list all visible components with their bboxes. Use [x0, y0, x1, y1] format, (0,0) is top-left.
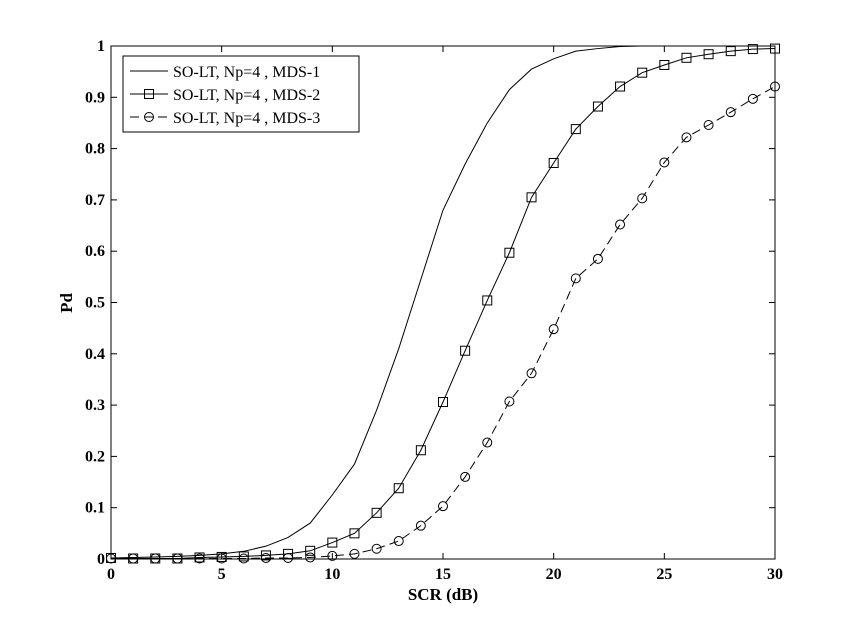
data-point-square: [482, 295, 493, 306]
data-point-square: [371, 507, 382, 518]
data-point-square: [548, 157, 559, 168]
data-point-square: [415, 445, 426, 456]
data-point-circle: [438, 501, 448, 512]
y-axis-label: Pd: [57, 293, 76, 313]
y-tick-label: 0.3: [85, 397, 105, 414]
data-point-circle: [770, 81, 780, 92]
data-point-square: [260, 550, 271, 561]
data-point-circle: [194, 553, 205, 564]
data-point-circle: [460, 471, 471, 482]
series-line-3: [111, 86, 776, 559]
data-point-square: [770, 43, 780, 54]
data-point-circle: [238, 553, 249, 564]
data-point-circle: [637, 193, 648, 204]
data-point-circle: [504, 396, 515, 407]
legend-label: SO-LT, Np=4 , MDS-1: [173, 64, 320, 81]
data-point-square: [659, 59, 670, 70]
data-point-square: [681, 52, 692, 63]
y-tick-label: 0.1: [85, 500, 105, 517]
x-tick-label: 10: [324, 566, 340, 583]
data-point-circle: [172, 553, 183, 564]
data-point-square: [637, 67, 648, 78]
data-point-circle: [260, 552, 271, 563]
data-point-circle: [570, 273, 581, 284]
data-point-circle: [327, 550, 338, 561]
data-point-square-legend: [144, 89, 154, 99]
data-point-circle: [615, 219, 626, 230]
data-point-square: [349, 528, 360, 539]
data-point-square: [615, 81, 626, 92]
y-tick-label: 0.7: [85, 192, 105, 209]
y-tick-label: 1: [97, 38, 105, 55]
data-point-square: [327, 537, 338, 548]
series-line-2: [110, 48, 776, 559]
data-point-circle-legend: [144, 112, 154, 122]
y-tick-label: 0.6: [85, 243, 105, 260]
data-point-square: [393, 483, 404, 494]
data-point-square: [725, 46, 736, 57]
x-tick-label: 20: [546, 566, 562, 583]
y-tick-label: 0.9: [85, 89, 105, 106]
data-point-circle: [283, 552, 294, 563]
data-point-circle: [216, 553, 227, 564]
data-point-square: [592, 101, 603, 112]
data-point-circle: [747, 93, 758, 104]
legend-label: SO-LT, Np=4 , MDS-2: [173, 87, 320, 104]
data-point-square: [526, 192, 537, 203]
data-point-square: [747, 44, 758, 55]
legend-label: SO-LT, Np=4 , MDS-3: [173, 110, 320, 127]
data-point-circle: [305, 552, 316, 563]
data-point-circle: [548, 324, 559, 335]
data-point-circle: [592, 253, 603, 264]
x-axis-label: SCR (dB): [408, 585, 478, 604]
data-point-circle: [725, 107, 736, 118]
data-point-square: [438, 397, 448, 408]
y-tick-label: 0: [97, 551, 105, 568]
x-tick-label: 0: [107, 566, 115, 583]
data-point-circle: [349, 548, 360, 559]
ticks: 0 5 10 15 20 25 30 0 0.1 0.2 0.3 0.4 0.5 0.6 0.7 0.8 0.9…: [85, 38, 783, 583]
legend-entry: SO-LT, Np=4 , MDS-1: [130, 64, 320, 81]
legend-entry: SO-LT, Np=4 , MDS-3: [130, 110, 320, 127]
data-point-circle: [526, 368, 537, 379]
data-point-circle: [482, 437, 493, 448]
data-point-square: [504, 247, 515, 258]
data-point-square: [570, 124, 581, 135]
data-point-circle: [703, 120, 714, 131]
series-line-1: [110, 45, 643, 559]
x-tick-label: 15: [435, 566, 451, 583]
y-tick-label: 0.4: [85, 346, 105, 363]
series-1: [110, 45, 643, 559]
data-point-circle: [659, 157, 670, 168]
series-layer: [106, 43, 780, 564]
data-point-circle: [150, 553, 161, 564]
data-point-circle: [681, 132, 692, 143]
x-tick-label: 5: [218, 566, 226, 583]
data-point-square: [305, 545, 316, 556]
x-tick-label: 25: [656, 566, 672, 583]
data-point-circle: [106, 553, 116, 564]
y-tick-label: 0.5: [85, 295, 105, 312]
data-point-square: [283, 548, 294, 559]
legend: SO-LT, Np=4 , MDS-1 SO-LT, Np=4 , MDS-2 SO…: [122, 55, 360, 133]
data-point-circle: [128, 553, 139, 564]
y-tick-label: 0.8: [85, 141, 105, 158]
data-point-circle: [371, 543, 382, 554]
series-3: [106, 81, 780, 564]
x-tick-label: 30: [767, 566, 783, 583]
legend-entry: SO-LT, Np=4 , MDS-2: [130, 87, 320, 104]
data-point-square: [703, 49, 714, 60]
data-point-circle: [415, 520, 426, 531]
data-point-square: [460, 345, 471, 356]
data-point-circle: [393, 536, 404, 547]
y-tick-label: 0.2: [85, 448, 105, 465]
